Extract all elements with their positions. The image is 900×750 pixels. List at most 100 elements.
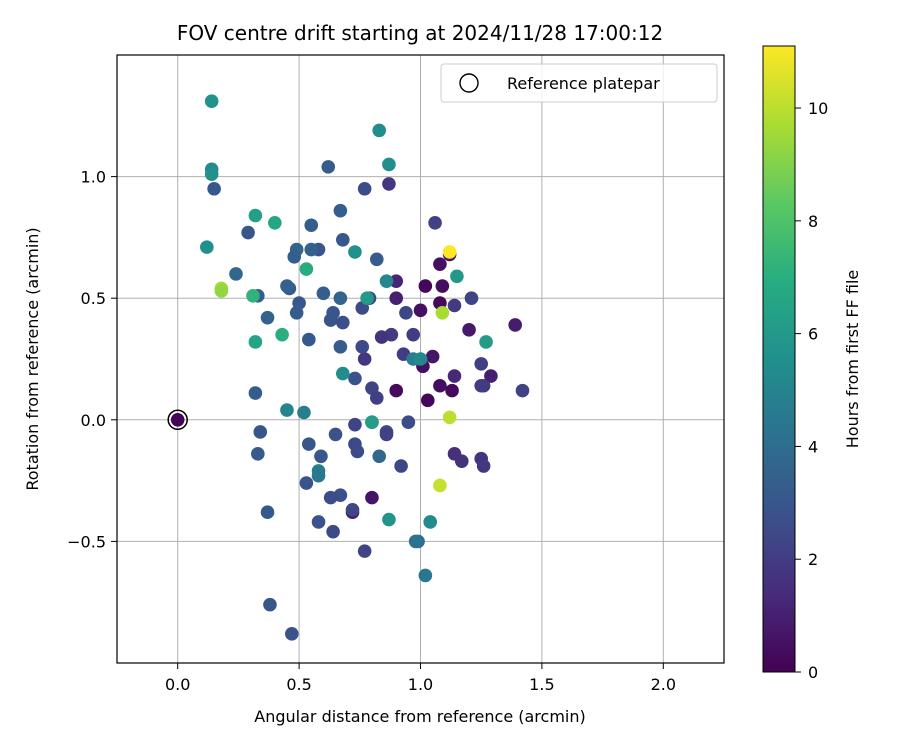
reference-marker [167, 409, 188, 431]
y-axis-label: Rotation from reference (arcmin) [23, 227, 42, 490]
data-point [447, 369, 462, 383]
data-point [360, 291, 374, 306]
data-point [263, 597, 277, 612]
data-point [253, 425, 268, 439]
data-point [333, 291, 348, 306]
data-point [428, 216, 442, 230]
colorbar: 0 2 4 6 8 10 Hours from first FF file [762, 45, 862, 682]
data-point [299, 476, 314, 490]
colorbar-tick-label: 2 [808, 550, 818, 569]
data-point [365, 490, 379, 505]
data-point [328, 427, 343, 442]
data-point [326, 305, 340, 320]
data-point [372, 449, 387, 464]
data-point [311, 515, 326, 529]
data-point [425, 349, 440, 364]
data-point [484, 369, 498, 383]
data-point [280, 403, 294, 417]
data-point [229, 267, 243, 281]
data-point [474, 378, 489, 393]
data-point [333, 203, 348, 218]
scatter-points [170, 94, 530, 641]
data-point [442, 410, 457, 425]
data-point [382, 177, 396, 191]
data-point [394, 459, 408, 473]
x-tick-label: 1.0 [408, 675, 433, 694]
data-point [214, 284, 229, 298]
data-point [350, 444, 365, 459]
data-point [406, 327, 421, 342]
y-axis-ticks: −0.5 0.0 0.5 1.0 [67, 168, 117, 551]
data-point [401, 415, 416, 430]
data-point [389, 291, 404, 306]
x-tick-label: 1.5 [529, 675, 554, 694]
data-point [246, 288, 260, 303]
legend-box [440, 63, 718, 103]
y-tick-label: 0.0 [81, 411, 106, 430]
data-point [447, 298, 462, 313]
colorbar-tick-label: 10 [808, 99, 828, 118]
data-point [336, 366, 350, 381]
colorbar-tick-label: 6 [808, 325, 818, 344]
data-point [418, 568, 433, 583]
data-point [462, 323, 476, 337]
data-point [207, 181, 221, 196]
data-point [382, 157, 396, 172]
data-point [357, 181, 372, 196]
data-point [413, 303, 428, 318]
data-point [372, 123, 387, 138]
data-point [323, 490, 338, 505]
data-point [389, 274, 404, 288]
data-point [365, 415, 379, 430]
colorbar-tick-label: 8 [808, 212, 818, 231]
data-point [454, 454, 469, 468]
data-point [289, 305, 304, 320]
data-point [302, 332, 316, 347]
data-point [304, 242, 319, 257]
x-tick-label: 2.0 [651, 675, 676, 694]
data-point [260, 505, 275, 520]
x-axis-label: Angular distance from reference (arcmin) [254, 707, 585, 726]
legend-entry-label: Reference platepar [507, 74, 660, 93]
data-point [435, 279, 450, 293]
data-point [248, 386, 263, 400]
data-point [450, 269, 464, 284]
chart-title: FOV centre drift starting at 2024/11/28 … [177, 21, 663, 45]
data-point [299, 262, 314, 276]
data-point [374, 330, 389, 344]
data-point [311, 468, 326, 483]
data-point [302, 437, 316, 451]
reference-point-ring [167, 409, 188, 431]
colorbar-ticks: 0 2 4 6 8 10 [795, 99, 828, 682]
y-tick-label: −0.5 [67, 532, 106, 551]
y-tick-label: 0.5 [81, 289, 106, 308]
data-point [479, 335, 493, 349]
data-point [285, 627, 299, 641]
colorbar-gradient [762, 45, 796, 673]
data-point [435, 305, 450, 320]
data-point [170, 413, 185, 427]
x-axis-ticks: 0.0 0.5 1.0 1.5 2.0 [165, 663, 676, 694]
y-tick-label: 1.0 [81, 168, 106, 187]
data-point [241, 225, 255, 240]
data-point [336, 315, 350, 330]
data-point [399, 305, 413, 320]
data-point [382, 512, 396, 527]
data-point [442, 245, 457, 259]
data-point [333, 340, 348, 354]
data-point [508, 318, 522, 332]
data-point [314, 449, 328, 464]
data-point [326, 524, 340, 539]
data-point [287, 250, 302, 264]
data-point [476, 459, 491, 473]
data-point [348, 417, 362, 432]
data-point [357, 352, 372, 366]
data-point [336, 233, 350, 247]
data-point [348, 245, 362, 259]
data-point [357, 544, 372, 558]
data-point [355, 340, 370, 354]
x-tick-label: 0.5 [286, 675, 311, 694]
data-point [379, 274, 394, 288]
data-point [464, 291, 479, 306]
